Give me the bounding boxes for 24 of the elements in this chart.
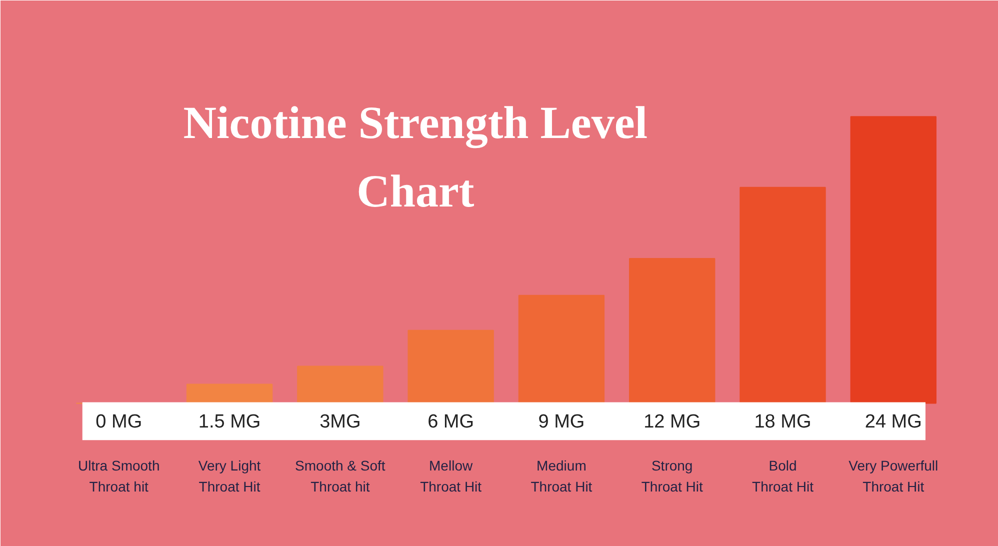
text: Very Light Throat Hit	[198, 458, 261, 494]
bar	[518, 294, 605, 404]
bar	[629, 258, 716, 404]
x-tick-label: 1.5 MG	[198, 411, 261, 432]
bar	[186, 384, 273, 404]
chart-title: Nicotine Strength Level Chart	[183, 96, 648, 217]
text: Smooth & Soft Throat hit	[295, 458, 386, 494]
bar	[408, 330, 494, 404]
x-tick-label: 0 MG	[96, 411, 142, 432]
x-tick-label: 9 MG	[538, 411, 585, 432]
x-tick-label: 3MG	[320, 411, 361, 432]
x-tick-label: 18 MG	[754, 411, 812, 432]
text: Strong Throat Hit	[641, 458, 703, 494]
bar	[740, 186, 826, 404]
x-tick-label: 6 MG	[428, 411, 474, 432]
text: Bold Throat Hit	[752, 458, 814, 494]
bar	[850, 116, 936, 404]
text: Medium Throat Hit	[530, 458, 592, 494]
bar	[297, 366, 384, 404]
text: Ultra Smooth Throat hit	[78, 458, 160, 494]
text: Mellow Throat Hit	[420, 458, 482, 494]
x-tick-label: 12 MG	[644, 411, 701, 432]
x-tick-label: 24 MG	[864, 411, 922, 432]
text: Very Powerfull Throat Hit	[848, 458, 938, 494]
